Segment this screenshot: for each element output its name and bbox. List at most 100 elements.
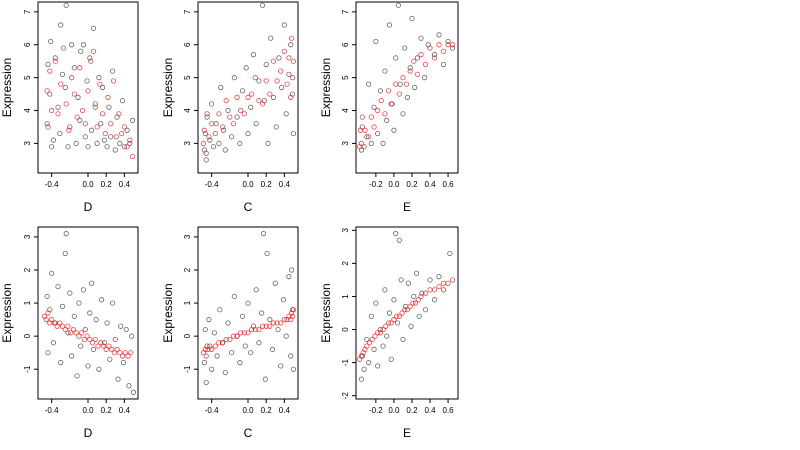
fitted-point (385, 88, 392, 94)
observed-point (129, 117, 136, 123)
observed-point (80, 42, 87, 48)
y-tick-label: 5 (341, 75, 350, 80)
observed-point (62, 250, 68, 257)
fitted-point (449, 277, 456, 283)
fitted-point (391, 317, 397, 323)
observed-point (44, 293, 50, 300)
fitted-point (414, 71, 420, 77)
x-tick-label: 0.0 (82, 406, 94, 415)
x-axis-label: D (84, 200, 93, 214)
fitted-point (52, 58, 58, 64)
observed-point (63, 2, 69, 8)
y-tick-label: 4 (183, 108, 192, 113)
fitted-point (412, 300, 419, 306)
x-tick-label: -0.4 (205, 180, 219, 189)
fitted-point (58, 81, 64, 87)
observed-point (62, 84, 68, 91)
x-axis-label: D (84, 426, 93, 440)
fitted-point (234, 333, 240, 339)
observed-point (368, 313, 374, 319)
x-tick-label: -0.4 (205, 406, 219, 415)
fitted-point (108, 121, 114, 127)
observed-point (52, 55, 58, 61)
fitted-point (90, 48, 97, 54)
fitted-point (267, 323, 273, 329)
fitted-point (69, 75, 75, 81)
observed-series (44, 231, 137, 395)
fitted-point (407, 68, 413, 74)
fitted-point (81, 336, 87, 343)
fitted-point (109, 346, 115, 352)
observed-point (267, 317, 273, 323)
observed-point (76, 300, 82, 306)
observed-point (368, 140, 374, 147)
observed-point (416, 313, 422, 319)
fitted-point (62, 326, 68, 333)
fitted-point (119, 130, 125, 137)
fitted-point (403, 81, 410, 87)
observed-point (96, 75, 102, 81)
observed-point (253, 121, 259, 127)
fitted-point (415, 297, 421, 303)
observed-point (259, 310, 265, 316)
x-tick-label: 0.4 (424, 406, 436, 415)
observed-point (67, 124, 73, 130)
fitted-point (289, 313, 296, 319)
observed-point (202, 326, 208, 333)
fitted-point (209, 346, 215, 352)
x-axis-label: C (244, 200, 253, 214)
fitted-point (212, 130, 218, 137)
fitted-point (249, 91, 255, 97)
observed-point (55, 283, 61, 290)
fitted-point (436, 42, 442, 48)
x-tick-label: 0.0 (388, 406, 400, 415)
fitted-point (227, 114, 233, 120)
y-tick-label: 0 (23, 333, 32, 338)
fitted-point (45, 310, 51, 316)
observed-point (260, 231, 267, 237)
observed-point (74, 373, 80, 379)
observed-point (280, 297, 287, 303)
fitted-point (63, 101, 69, 107)
observed-point (63, 231, 69, 237)
observed-point (121, 144, 127, 150)
fitted-point (289, 35, 295, 41)
fitted-point (368, 114, 374, 120)
observed-point (117, 140, 123, 147)
observed-point (45, 350, 51, 356)
observed-point (382, 68, 388, 74)
observed-point (386, 310, 392, 316)
observed-point (290, 366, 297, 372)
fitted-point (79, 330, 85, 336)
x-axis-label: C (244, 426, 253, 440)
observed-point (217, 307, 223, 313)
observed-point (259, 2, 266, 8)
observed-point (127, 140, 133, 147)
observed-point (288, 353, 294, 359)
x-tick-label: 0.2 (261, 406, 273, 415)
observed-point (108, 134, 114, 140)
y-tick-label: 1 (23, 300, 32, 305)
observed-point (386, 22, 392, 28)
fitted-point (422, 61, 429, 68)
fitted-point (252, 326, 258, 333)
observed-point (408, 323, 414, 329)
observed-point (396, 237, 402, 243)
y-tick-label: 2 (183, 267, 192, 272)
observed-point (87, 310, 93, 316)
fitted-point (95, 343, 101, 349)
observed-point (278, 363, 284, 369)
observed-point (82, 326, 88, 333)
observed-point (47, 91, 53, 97)
observed-point (220, 127, 227, 133)
fitted-point (117, 350, 123, 356)
fitted-point (281, 48, 287, 54)
observed-point (445, 38, 451, 45)
fitted-point (399, 310, 405, 316)
fitted-point (396, 91, 402, 97)
fitted-point (100, 343, 107, 349)
observed-point (273, 124, 279, 130)
fitted-point (267, 91, 273, 97)
fitted-point (203, 150, 209, 156)
fitted-point (97, 81, 103, 87)
